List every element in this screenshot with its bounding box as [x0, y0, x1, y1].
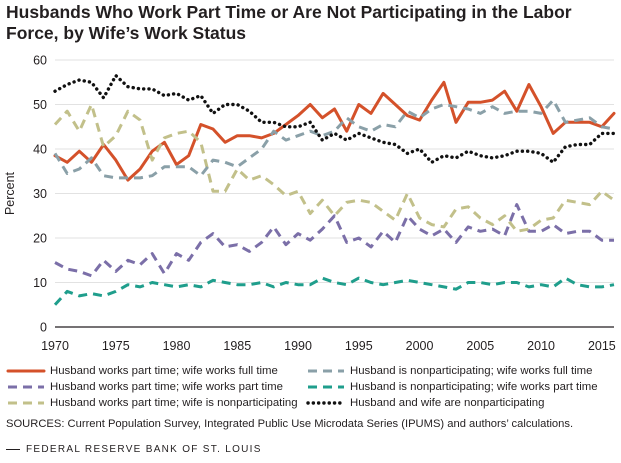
sources-note: SOURCES: Current Population Survey, Inte…	[6, 418, 574, 430]
x-tick-label: 2005	[466, 339, 494, 353]
series-line-4	[53, 98, 615, 180]
y-tick-label: 0	[40, 321, 47, 335]
footer-credit: FEDERAL RESERVE BANK OF ST. LOUIS	[6, 444, 262, 455]
y-tick-label: 20	[33, 232, 47, 246]
series-line-2	[54, 203, 614, 278]
series-line-6	[53, 73, 616, 165]
series-line-3	[53, 103, 615, 233]
y-tick-label: 40	[33, 143, 47, 157]
legend-swatch	[6, 369, 46, 373]
x-tick-label: 2015	[588, 339, 616, 353]
footer-dash-icon	[6, 448, 20, 450]
series-lines	[53, 73, 616, 306]
y-tick-label: 60	[33, 54, 47, 68]
legend-label: Husband is nonparticipating; wife works …	[350, 365, 593, 377]
chart-title: Husbands Who Work Part Time or Are Not P…	[6, 2, 572, 43]
legend-swatch	[308, 369, 344, 373]
legend-swatch	[8, 385, 44, 389]
legend-swatch	[8, 401, 44, 405]
legend-label: Husband works part time; wife works full…	[50, 365, 278, 377]
x-tick-label: 1985	[223, 339, 251, 353]
x-tick-label: 1990	[284, 339, 312, 353]
legend-swatch	[306, 401, 346, 405]
footer-text: FEDERAL RESERVE BANK OF ST. LOUIS	[26, 444, 262, 455]
x-tick-label: 1995	[345, 339, 373, 353]
series-line-1	[53, 80, 616, 182]
y-tick-label: 30	[33, 187, 47, 201]
legend-label: Husband and wife are nonparticipating	[350, 397, 545, 409]
x-tick-label: 2010	[527, 339, 555, 353]
x-tick-labels: 1970 1975 1980 1985 1990 1995 2000 2005 2010 2015	[41, 339, 616, 353]
y-tick-labels: 0 10 20 30 40 50 60	[33, 54, 47, 335]
y-axis-label: Percent	[3, 171, 17, 215]
legend-label: Husband works part time; wife is nonpart…	[50, 397, 298, 409]
x-tick-label: 1970	[41, 339, 69, 353]
x-tick-label: 1975	[102, 339, 130, 353]
legend-label: Husband works part time; wife works part…	[50, 381, 283, 393]
legend-label: Husband is nonparticipating; wife works …	[350, 381, 598, 393]
x-tick-label: 2000	[406, 339, 434, 353]
legend-swatch	[308, 385, 344, 389]
x-tick-label: 1980	[163, 339, 191, 353]
y-tick-label: 50	[33, 98, 47, 112]
y-tick-label: 10	[33, 276, 47, 290]
